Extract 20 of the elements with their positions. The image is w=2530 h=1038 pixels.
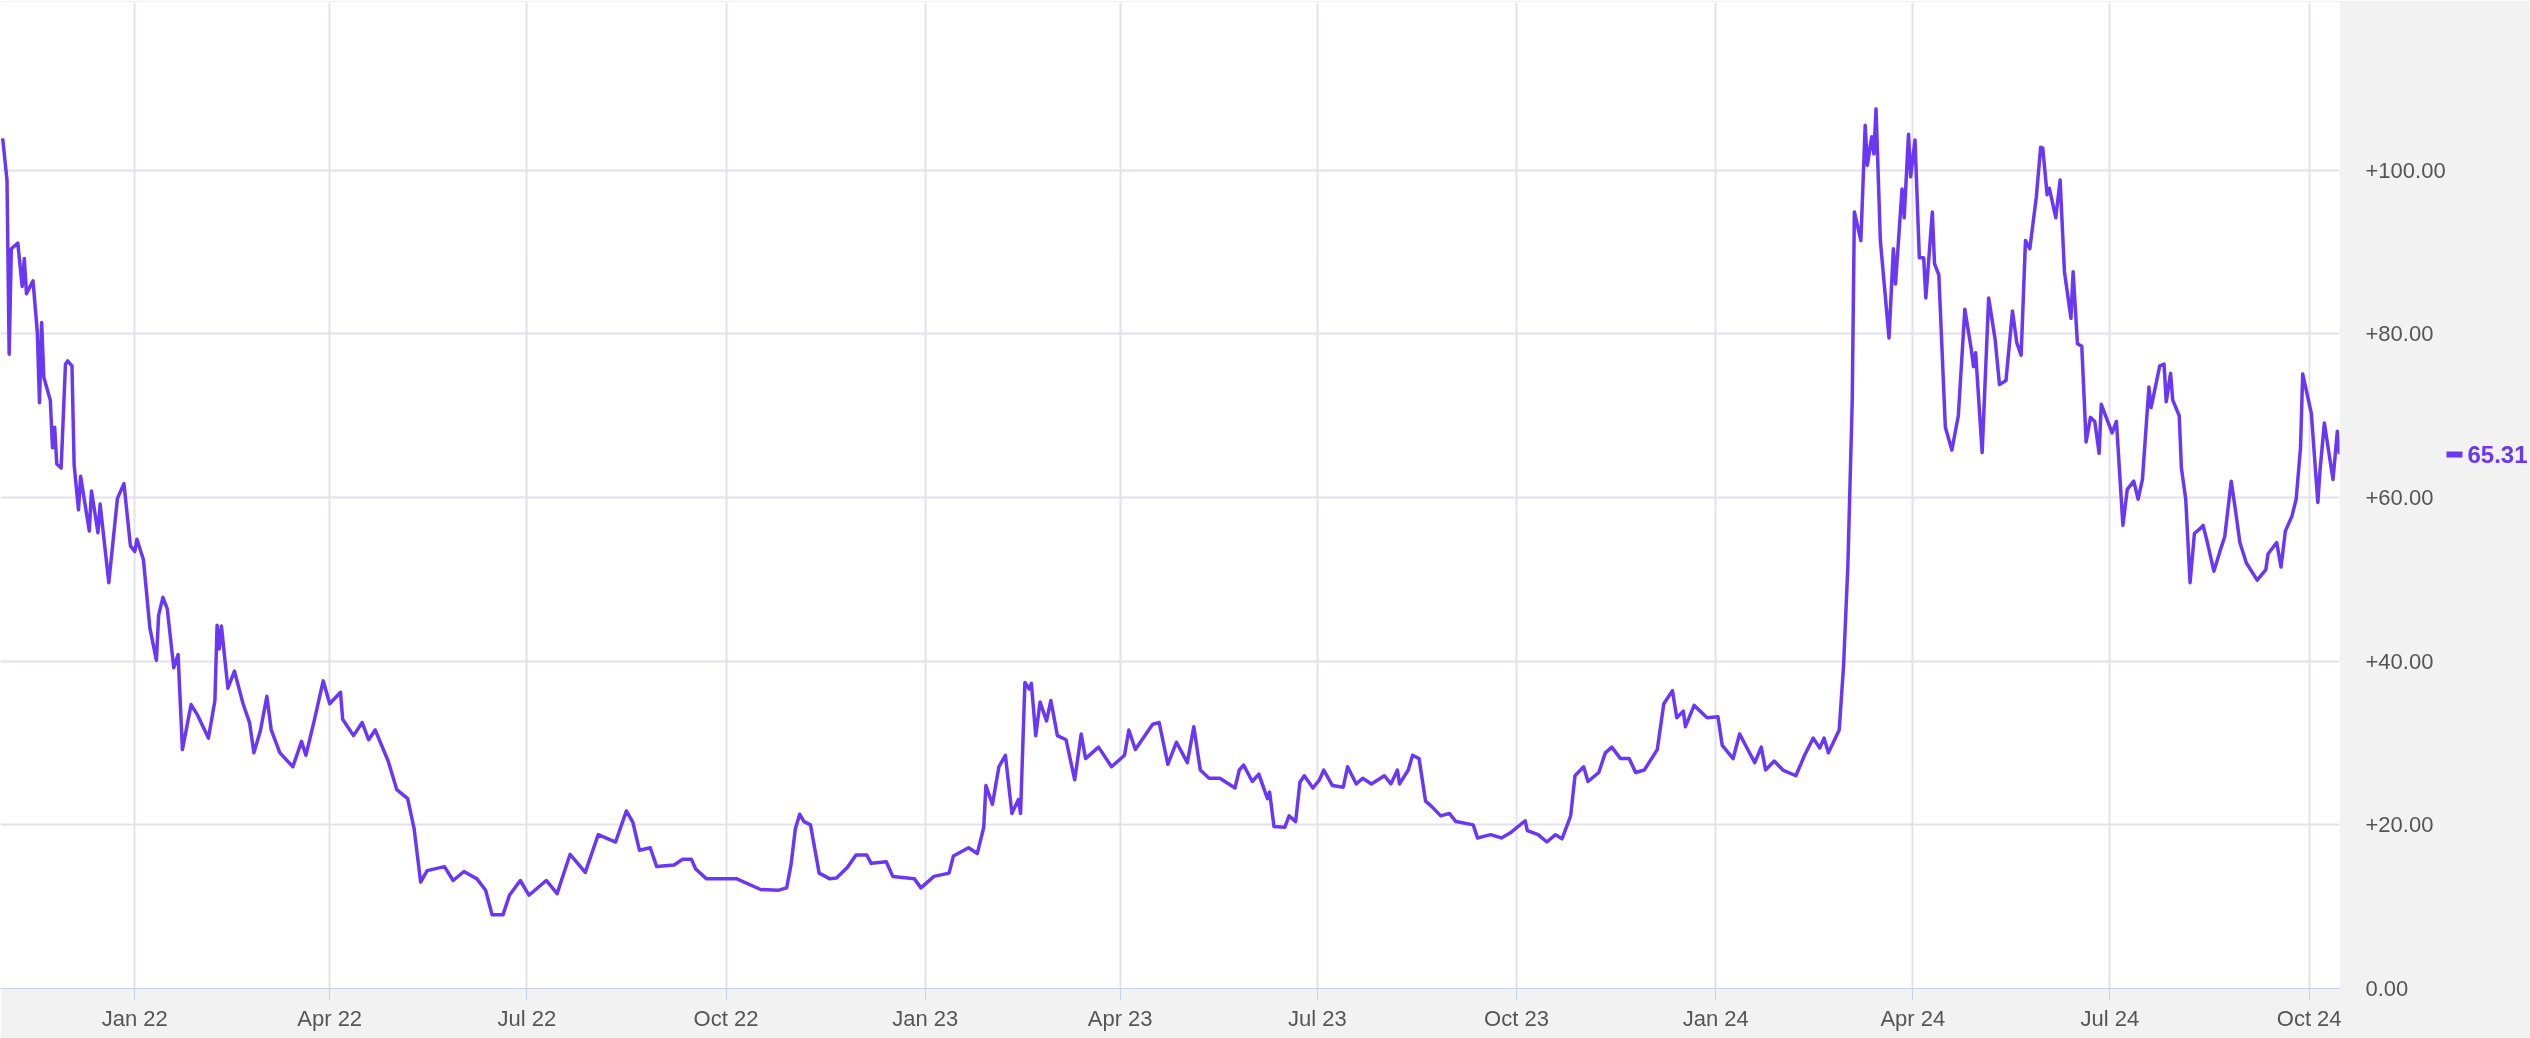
x-tick-label: Jul 22 [497, 1005, 557, 1031]
line-series [0, 107, 2340, 917]
x-tick-label: Jan 22 [101, 1005, 168, 1031]
x-tick-label: Oct 24 [2276, 1005, 2342, 1031]
y-tick-label: +80.00 [2365, 321, 2434, 347]
x-tick-label: Jul 23 [1287, 1005, 1347, 1031]
y-tick-label: +100.00 [2365, 157, 2446, 183]
x-tick-label: Jan 24 [1682, 1005, 1749, 1031]
x-tick-label: Apr 22 [297, 1005, 363, 1031]
y-tick-label: 0.00 [2365, 976, 2409, 1001]
y-tick-label: +60.00 [2365, 485, 2434, 511]
y-tick-label: +40.00 [2365, 648, 2434, 674]
x-tick-label: Oct 22 [693, 1005, 759, 1031]
y-tick-label: +20.00 [2365, 812, 2434, 838]
x-tick-label: Jan 23 [892, 1005, 959, 1031]
x-tick-label: Apr 24 [1880, 1005, 1946, 1031]
text: 65.31 [2467, 440, 2528, 468]
x-tick-label: Jul 24 [2080, 1005, 2140, 1031]
x-tick-label: Oct 23 [1484, 1005, 1549, 1031]
x-tick-label: Apr 23 [1087, 1005, 1153, 1031]
